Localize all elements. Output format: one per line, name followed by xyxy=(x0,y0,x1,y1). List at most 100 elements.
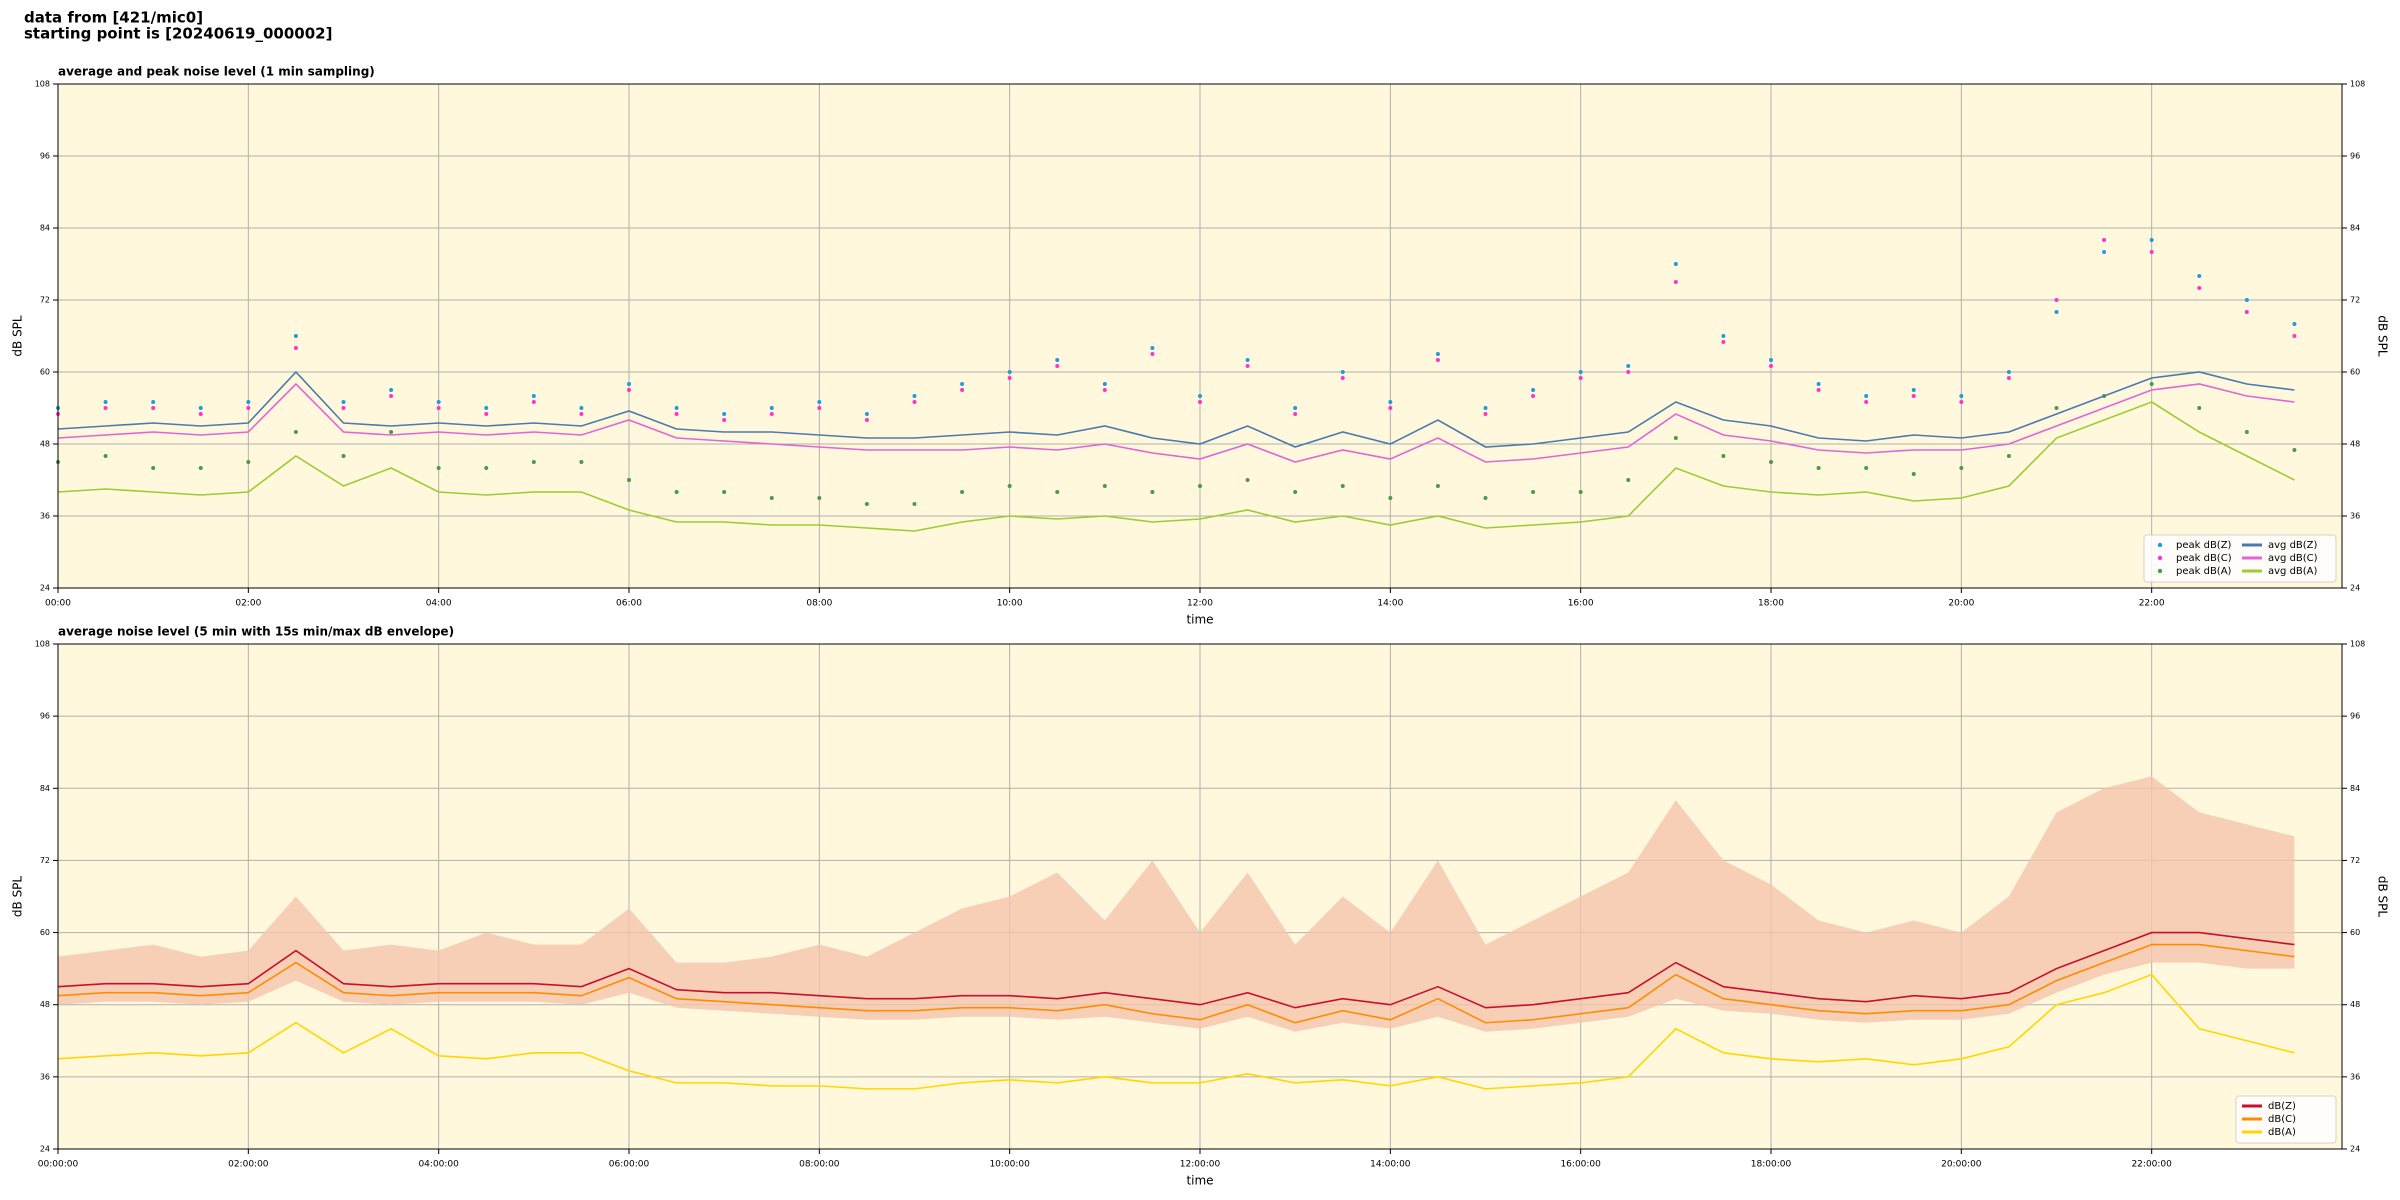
y-tick-label: 48 xyxy=(2350,440,2360,449)
chart-title: average and peak noise level (1 min samp… xyxy=(58,65,375,79)
legend: peak dB(Z) peak dB(C) peak dB(A) avg dB(Z) a… xyxy=(2143,534,2337,583)
peak-point xyxy=(1150,352,1155,356)
peak-point xyxy=(1435,358,1440,362)
peak-point xyxy=(293,334,298,338)
peak-point xyxy=(1959,394,1964,398)
peak-point xyxy=(1198,394,1202,398)
peak-point xyxy=(817,400,822,404)
x-tick-label: 12:00:00 xyxy=(1180,1160,1221,1170)
peak-point xyxy=(2197,274,2202,278)
peak-point xyxy=(2006,454,2011,458)
peak-point xyxy=(1816,388,1821,392)
peak-point xyxy=(1150,490,1155,494)
peak-point xyxy=(1293,490,1298,494)
peak-point xyxy=(1055,490,1060,494)
peak-point xyxy=(341,406,346,410)
peak-point xyxy=(1245,364,1250,368)
y-tick-label: 36 xyxy=(40,512,50,521)
peak-point xyxy=(769,496,774,500)
x-tick-label: 04:00:00 xyxy=(418,1160,459,1170)
peak-point xyxy=(246,400,251,404)
peak-point xyxy=(912,502,917,506)
peak-point xyxy=(1578,370,1583,374)
y-tick-label: 48 xyxy=(40,1000,50,1009)
peak-point xyxy=(2102,238,2107,242)
peak-point xyxy=(1055,358,1060,362)
x-tick-label: 20:00 xyxy=(1948,599,1974,609)
x-tick-label: 22:00 xyxy=(2139,599,2165,609)
y-tick-label: 48 xyxy=(2350,1000,2360,1009)
peak-point xyxy=(1293,412,1298,416)
peak-point xyxy=(2244,298,2249,302)
header-line: starting point is [20240619_000002] xyxy=(24,25,332,43)
x-tick-label: 06:00 xyxy=(616,599,642,609)
peak-point xyxy=(246,406,251,410)
peak-point xyxy=(579,412,584,416)
x-tick-label: 06:00:00 xyxy=(609,1160,650,1170)
peak-point xyxy=(341,454,346,458)
peak-point xyxy=(1959,400,1964,404)
peak-point xyxy=(1864,466,1869,470)
series-line xyxy=(57,931,2295,1009)
legend-label: peak dB(A) xyxy=(2176,566,2232,577)
peak-point xyxy=(1721,454,1726,458)
peak-point xyxy=(103,406,108,410)
peak-point xyxy=(1673,436,1678,440)
series-line xyxy=(57,370,2295,448)
y-tick-label: 36 xyxy=(2350,1072,2360,1081)
y-tick-label: 24 xyxy=(2350,1145,2360,1154)
peak-point xyxy=(2149,238,2154,242)
peak-point xyxy=(1483,412,1488,416)
x-tick-label: 08:00:00 xyxy=(799,1160,840,1170)
peak-point xyxy=(1911,394,1916,398)
y-tick-label: 24 xyxy=(2350,584,2360,593)
peak-point xyxy=(722,490,727,494)
peak-point xyxy=(1245,358,1250,362)
peak-point xyxy=(1673,280,1678,284)
y-axis-label: dB SPL xyxy=(11,876,25,918)
peak-point xyxy=(2054,406,2059,410)
legend: dB(Z) dB(C) dB(A) xyxy=(2235,1095,2337,1144)
x-tick-label: 00:00:00 xyxy=(38,1160,79,1170)
peak-point xyxy=(627,382,631,386)
x-tick-label: 22:00:00 xyxy=(2131,1160,2172,1170)
peak-point xyxy=(2054,310,2059,314)
peak-point xyxy=(531,400,536,404)
y-tick-label: 36 xyxy=(40,1072,50,1081)
peak-point xyxy=(579,460,584,464)
x-axis-label: time xyxy=(1186,613,1213,627)
peak-point xyxy=(1959,466,1964,470)
peak-point xyxy=(722,418,727,422)
peak-point xyxy=(674,412,679,416)
peak-point xyxy=(103,400,108,404)
peak-point xyxy=(293,346,298,350)
peak-point xyxy=(1340,484,1345,488)
peak-point xyxy=(2149,250,2154,254)
peak-point xyxy=(1245,478,1250,482)
y-tick-label: 72 xyxy=(40,296,50,305)
peak-point xyxy=(1626,364,1631,368)
y-tick-label: 108 xyxy=(2350,640,2365,649)
peak-point xyxy=(198,412,203,416)
peak-point xyxy=(2054,298,2059,302)
peak-point xyxy=(1673,262,1678,266)
peak-point xyxy=(341,400,346,404)
header-line: data from [421/mic0] xyxy=(24,9,203,27)
peak-point xyxy=(1293,406,1298,410)
chart-title: average noise level (5 min with 15s min/… xyxy=(58,625,454,639)
series-line xyxy=(57,943,2295,1024)
peak-point xyxy=(1578,376,1583,380)
peak-point xyxy=(1816,382,1821,386)
peak-point xyxy=(960,382,965,386)
peak-point xyxy=(1483,406,1488,410)
peak-point xyxy=(436,406,441,410)
x-tick-label: 12:00 xyxy=(1187,599,1213,609)
y-tick-label: 96 xyxy=(2350,712,2360,721)
peak-point xyxy=(1531,490,1536,494)
peak-point xyxy=(151,466,156,470)
peak-point xyxy=(389,388,394,392)
peak-point xyxy=(484,466,489,470)
plot-frame xyxy=(57,643,2343,1150)
series-line xyxy=(57,973,2295,1090)
peak-point xyxy=(2197,286,2202,290)
